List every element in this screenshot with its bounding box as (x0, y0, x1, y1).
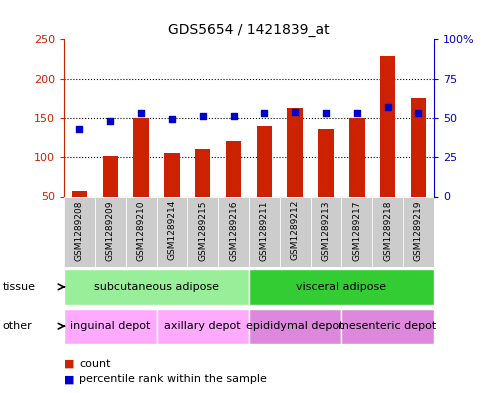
Point (353, 110, 361, 116)
Text: tissue: tissue (2, 282, 35, 292)
Bar (103, 156, 118, 196)
Point (168, 116, 176, 123)
Text: GSM1289217: GSM1289217 (352, 200, 361, 261)
Text: GSM1289211: GSM1289211 (260, 200, 269, 261)
Text: axillary depot: axillary depot (165, 321, 241, 331)
Point (260, 110, 268, 116)
Bar (311, 196, 341, 267)
Bar (411, 98, 426, 196)
Bar (157, 196, 187, 267)
Text: GSM1289215: GSM1289215 (198, 200, 207, 261)
Text: GSM1289212: GSM1289212 (291, 200, 300, 261)
Point (137, 110, 145, 116)
Bar (349, 118, 364, 196)
Text: subcutaneous adipose: subcutaneous adipose (94, 282, 219, 292)
Text: GSM1289208: GSM1289208 (75, 200, 84, 261)
Text: GSM1289209: GSM1289209 (106, 200, 115, 261)
Bar (72, 191, 87, 196)
Bar (134, 118, 149, 196)
Point (384, 104, 391, 110)
Text: inguinal depot: inguinal depot (70, 321, 150, 331)
Point (106, 118, 114, 124)
Title: GDS5654 / 1421839_at: GDS5654 / 1421839_at (168, 23, 330, 37)
Text: GSM1289210: GSM1289210 (137, 200, 145, 261)
Text: GSM1289218: GSM1289218 (383, 200, 392, 261)
Bar (157, 309, 249, 344)
Point (291, 108, 299, 115)
Point (230, 113, 238, 119)
Bar (249, 269, 434, 305)
Bar (64, 309, 157, 344)
Text: epididymal depot: epididymal depot (246, 321, 344, 331)
Text: GSM1289219: GSM1289219 (414, 200, 423, 261)
Bar (403, 196, 434, 267)
Bar (249, 196, 280, 267)
Point (75, 126, 83, 132)
Point (322, 110, 330, 116)
Text: GSM1289214: GSM1289214 (168, 200, 176, 261)
Bar (249, 309, 341, 344)
Text: ■: ■ (64, 358, 74, 369)
Bar (380, 56, 395, 196)
Text: percentile rank within the sample: percentile rank within the sample (79, 374, 267, 384)
Bar (126, 196, 157, 267)
Text: other: other (2, 321, 32, 331)
Bar (187, 196, 218, 267)
Text: mesenteric depot: mesenteric depot (339, 321, 437, 331)
Text: ■: ■ (64, 374, 74, 384)
Bar (64, 196, 95, 267)
Bar (372, 196, 403, 267)
Bar (164, 153, 179, 196)
Text: visceral adipose: visceral adipose (296, 282, 387, 292)
Bar (195, 149, 211, 196)
Bar (226, 141, 241, 196)
Bar (218, 196, 249, 267)
Bar (280, 196, 311, 267)
Bar (64, 269, 249, 305)
Text: GSM1289216: GSM1289216 (229, 200, 238, 261)
Bar (318, 129, 334, 196)
Bar (95, 196, 126, 267)
Bar (341, 196, 372, 267)
Bar (287, 108, 303, 196)
Point (415, 110, 423, 116)
Text: GSM1289213: GSM1289213 (321, 200, 330, 261)
Text: count: count (79, 358, 110, 369)
Bar (257, 126, 272, 196)
Point (199, 113, 207, 119)
Bar (341, 309, 434, 344)
